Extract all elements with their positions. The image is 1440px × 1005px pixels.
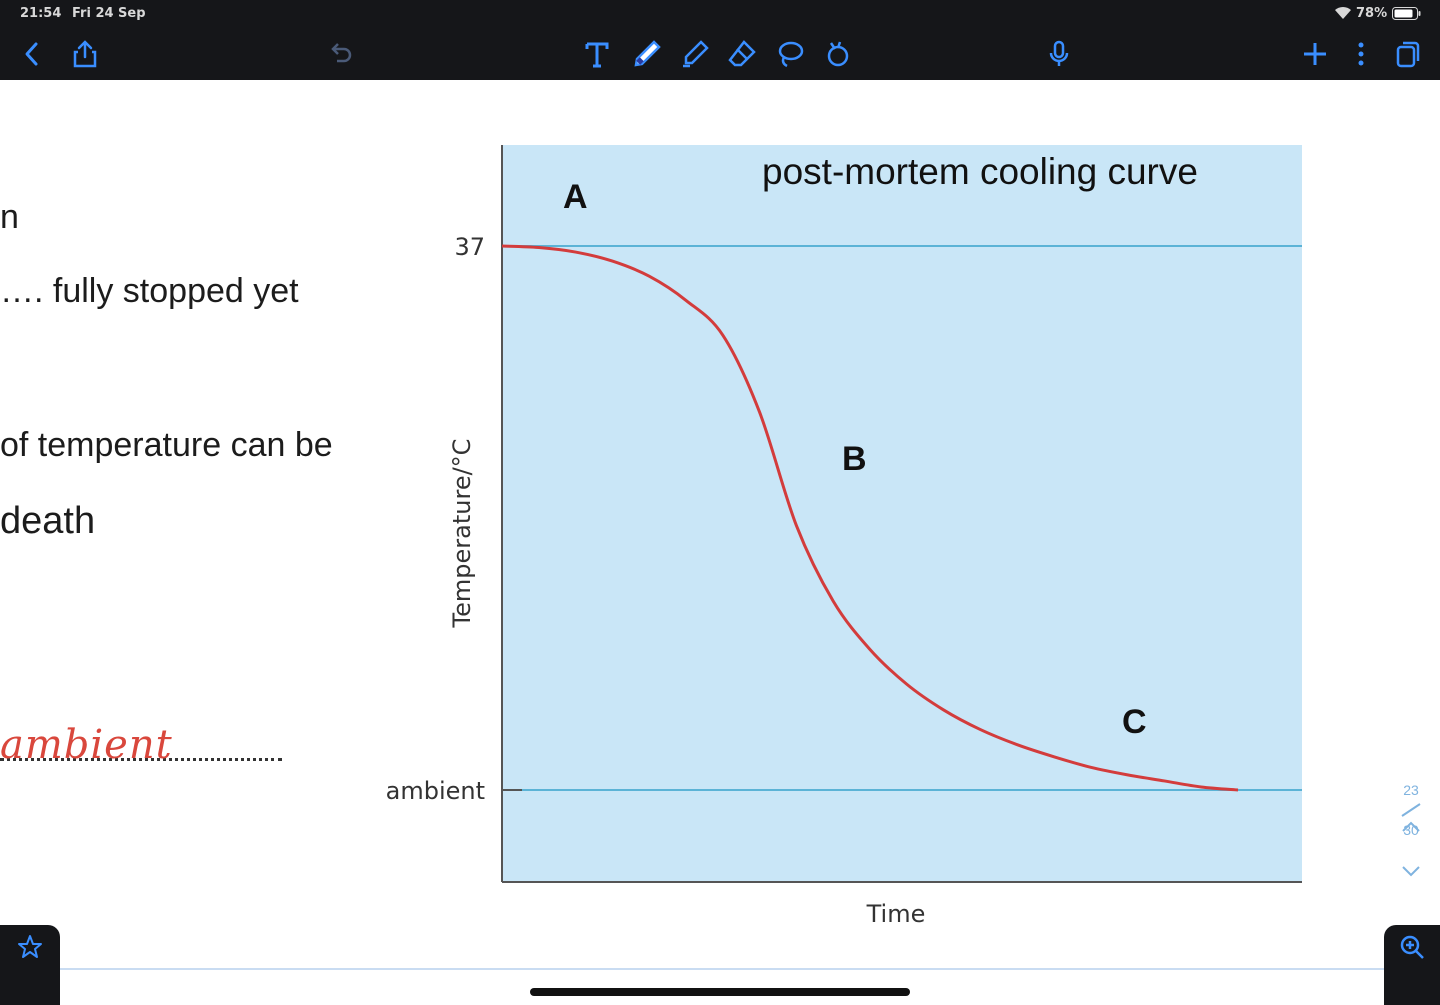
eraser-icon[interactable] <box>724 36 760 72</box>
y-tick-label-ambient: ambient <box>386 777 485 805</box>
x-axis-label: Time <box>866 900 926 928</box>
star-icon <box>18 935 42 958</box>
chart-title: post-mortem cooling curve <box>762 151 1198 192</box>
back-icon[interactable] <box>14 36 50 72</box>
y-tick-label-37: 37 <box>454 233 485 261</box>
page-divider <box>60 968 1384 970</box>
answer-dotted-line <box>0 758 282 761</box>
cooling-curve-chart: post-mortem cooling curve 37 ambient Tim… <box>386 145 1302 928</box>
document-text-line: death <box>0 500 96 542</box>
cooling-curve-line <box>501 244 1239 792</box>
plot-background <box>502 145 1302 882</box>
annotation-c: C <box>1122 703 1147 741</box>
document-text-line: n <box>0 198 19 236</box>
zoom-button[interactable] <box>1384 925 1440 1005</box>
document-text-line: of temperature can be <box>0 426 333 464</box>
annotation-b: B <box>842 440 867 478</box>
more-icon[interactable] <box>1343 36 1379 72</box>
pen-icon[interactable] <box>629 36 665 72</box>
document-text-line: …. fully stopped yet <box>0 272 299 310</box>
top-toolbar: 21:54 Fri 24 Sep 78% <box>0 0 1440 80</box>
annotation-a: A <box>563 178 588 216</box>
microphone-icon[interactable] <box>1041 36 1077 72</box>
battery-icon <box>1392 7 1422 25</box>
page-separator-icon <box>1400 802 1422 823</box>
document-page[interactable]: n …. fully stopped yet of temperature ca… <box>0 80 1440 1005</box>
shapes-icon[interactable] <box>820 36 856 72</box>
page-total: 30 <box>1403 822 1419 838</box>
page-down-icon[interactable] <box>1401 864 1421 882</box>
share-icon[interactable] <box>67 36 103 72</box>
page-up-icon[interactable] <box>1396 820 1426 836</box>
page-current: 23 <box>1403 782 1419 798</box>
pages-icon[interactable] <box>1390 36 1426 72</box>
text-tool-icon[interactable] <box>579 36 615 72</box>
highlighter-icon[interactable] <box>677 36 713 72</box>
undo-icon[interactable] <box>322 36 358 72</box>
y-axis-label: Temperature/°C <box>448 439 476 629</box>
battery-percent: 78% <box>1356 6 1388 21</box>
home-indicator <box>530 988 910 996</box>
status-date: Fri 24 Sep <box>72 6 146 21</box>
handwritten-answer: ambient <box>0 722 173 768</box>
zoom-in-icon <box>1400 935 1424 959</box>
lasso-icon[interactable] <box>772 36 808 72</box>
wifi-icon <box>1334 6 1352 25</box>
add-icon[interactable] <box>1297 36 1333 72</box>
status-time: 21:54 <box>20 6 62 21</box>
bookmark-button[interactable] <box>0 925 60 1005</box>
